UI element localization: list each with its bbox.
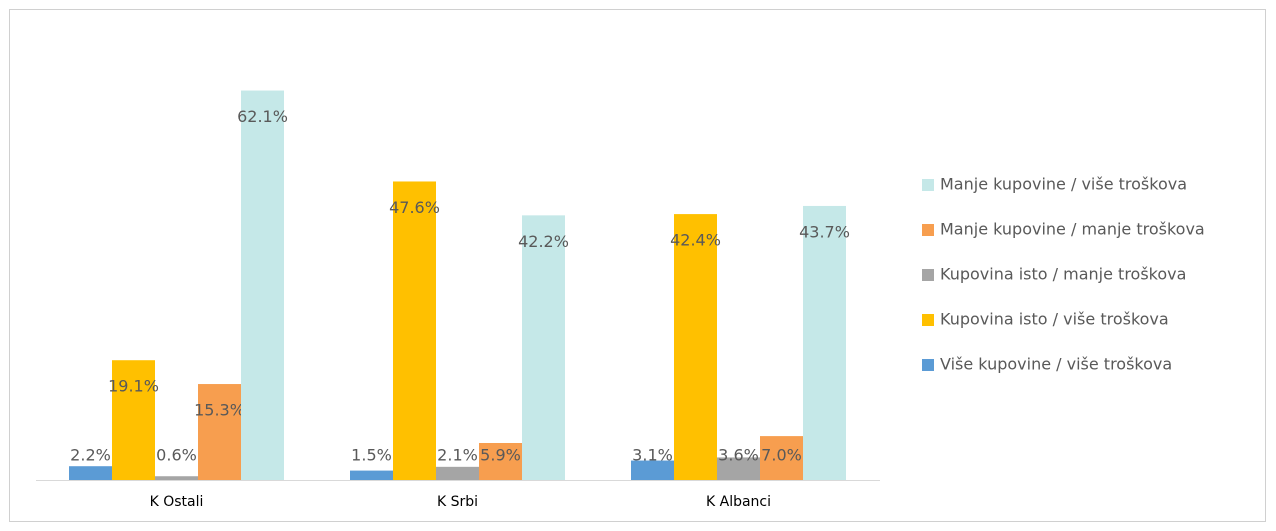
legend-label: Manje kupovine / više troškova	[940, 175, 1187, 194]
legend-swatch	[922, 224, 934, 236]
bar	[69, 466, 112, 480]
bar	[436, 466, 479, 480]
data-label: 42.4%	[670, 231, 721, 250]
legend-label: Kupovina isto / manje troškova	[940, 265, 1186, 284]
x-tick-label: K Srbi	[437, 494, 478, 510]
data-label: 3.1%	[632, 446, 673, 465]
data-label: 0.6%	[156, 446, 197, 465]
bar	[350, 470, 393, 480]
data-label: 62.1%	[237, 107, 288, 126]
data-label: 7.0%	[761, 446, 802, 465]
data-label: 19.1%	[108, 377, 159, 396]
legend-swatch	[922, 179, 934, 191]
bar	[479, 442, 522, 480]
data-label: 5.9%	[480, 446, 521, 465]
data-label: 3.6%	[718, 446, 759, 465]
bar	[112, 360, 155, 480]
legend-label: Manje kupovine / manje troškova	[940, 220, 1205, 239]
data-label: 2.2%	[70, 446, 111, 465]
bar	[674, 214, 717, 480]
bar	[393, 181, 436, 481]
legend-label: Više kupovine / više troškova	[940, 355, 1172, 374]
x-tick-label: K Ostali	[150, 494, 204, 510]
data-label: 47.6%	[389, 198, 440, 217]
legend-swatch	[922, 359, 934, 371]
data-label: 43.7%	[799, 222, 850, 241]
bar	[631, 460, 674, 480]
bar	[803, 205, 846, 480]
bar	[241, 90, 284, 481]
x-tick-label: K Albanci	[706, 494, 771, 510]
bar	[760, 436, 803, 480]
bar	[198, 384, 241, 480]
bar	[155, 476, 198, 480]
data-label: 2.1%	[437, 446, 478, 465]
legend-swatch	[922, 314, 934, 326]
data-label: 42.2%	[518, 232, 569, 251]
data-label: 15.3%	[194, 401, 245, 420]
legend-swatch	[922, 269, 934, 281]
bar	[522, 215, 565, 481]
bar	[717, 457, 760, 480]
legend-label: Kupovina isto / više troškova	[940, 310, 1169, 329]
data-label: 1.5%	[351, 446, 392, 465]
